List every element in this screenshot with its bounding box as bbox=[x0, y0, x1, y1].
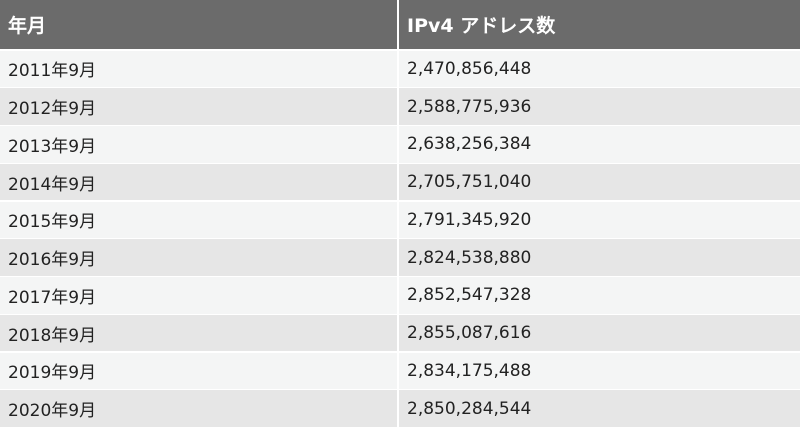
cell-ipv4-count: 2,705,751,040 bbox=[399, 163, 800, 201]
table-header-row: 年月 IPv4 アドレス数 bbox=[0, 0, 800, 49]
cell-ipv4-count: 2,834,175,488 bbox=[399, 352, 800, 389]
table-row: 2017年9月 2,852,547,328 bbox=[0, 277, 800, 314]
header-year-month: 年月 bbox=[0, 0, 397, 49]
cell-ipv4-count: 2,588,775,936 bbox=[399, 88, 800, 125]
cell-ipv4-count: 2,791,345,920 bbox=[399, 201, 800, 238]
table-row: 2013年9月 2,638,256,384 bbox=[0, 126, 800, 163]
cell-year-month: 2015年9月 bbox=[0, 201, 397, 238]
table-row: 2011年9月 2,470,856,448 bbox=[0, 50, 800, 87]
cell-year-month: 2011年9月 bbox=[0, 50, 397, 87]
cell-ipv4-count: 2,470,856,448 bbox=[399, 50, 800, 87]
cell-ipv4-count: 2,852,547,328 bbox=[399, 277, 800, 314]
cell-year-month: 2020年9月 bbox=[0, 390, 397, 427]
cell-ipv4-count: 2,824,538,880 bbox=[399, 239, 800, 276]
table-row: 2016年9月 2,824,538,880 bbox=[0, 239, 800, 276]
cell-ipv4-count: 2,638,256,384 bbox=[399, 126, 800, 163]
table-row: 2014年9月 2,705,751,040 bbox=[0, 163, 800, 201]
cell-year-month: 2012年9月 bbox=[0, 88, 397, 125]
cell-year-month: 2016年9月 bbox=[0, 239, 397, 276]
cell-year-month: 2019年9月 bbox=[0, 352, 397, 389]
header-ipv4-count: IPv4 アドレス数 bbox=[399, 0, 800, 49]
cell-ipv4-count: 2,850,284,544 bbox=[399, 390, 800, 427]
cell-year-month: 2017年9月 bbox=[0, 277, 397, 314]
table-row: 2019年9月 2,834,175,488 bbox=[0, 352, 800, 389]
cell-year-month: 2018年9月 bbox=[0, 314, 397, 352]
table-row: 2020年9月 2,850,284,544 bbox=[0, 390, 800, 427]
table-row: 2015年9月 2,791,345,920 bbox=[0, 201, 800, 238]
cell-ipv4-count: 2,855,087,616 bbox=[399, 314, 800, 352]
table-row: 2018年9月 2,855,087,616 bbox=[0, 314, 800, 352]
cell-year-month: 2014年9月 bbox=[0, 163, 397, 201]
table-row: 2012年9月 2,588,775,936 bbox=[0, 88, 800, 125]
cell-year-month: 2013年9月 bbox=[0, 126, 397, 163]
